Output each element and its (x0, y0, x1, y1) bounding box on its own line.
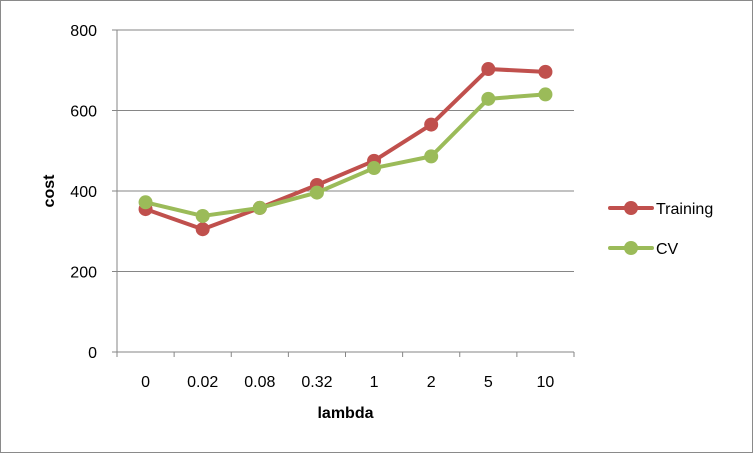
y-tick-label: 400 (70, 184, 97, 201)
x-tick-label: 0.32 (301, 374, 332, 391)
training-point (424, 117, 439, 132)
x-tick-label: 0 (141, 374, 150, 391)
cv-legend-label: CV (656, 241, 679, 258)
x-tick-label: 1 (370, 374, 379, 391)
y-tick-label: 0 (88, 345, 97, 362)
x-axis-title: lambda (317, 405, 373, 422)
cv-legend-marker (624, 241, 638, 255)
cv-point (367, 161, 382, 176)
cv-series-line (143, 92, 548, 218)
x-tick-label: 2 (427, 374, 436, 391)
cv-point (252, 200, 267, 215)
cv-point (424, 149, 439, 164)
cv-point (195, 208, 210, 223)
x-tick-label: 5 (484, 374, 493, 391)
x-tick-label: 10 (537, 374, 555, 391)
training-legend-marker (624, 201, 638, 215)
legend: Training CV (608, 201, 713, 258)
x-tick-label: 0.02 (187, 374, 218, 391)
axis-ticks: 0 200 400 600 800 0 0.02 0.08 0.32 1 2 5 10 (70, 23, 575, 391)
training-point (481, 62, 496, 77)
cv-point (538, 87, 553, 102)
series (138, 62, 553, 237)
x-tick-label: 0.08 (244, 374, 275, 391)
cv-point (309, 185, 324, 200)
training-legend-label: Training (656, 201, 713, 218)
y-axis-title: cost (41, 174, 58, 208)
cv-point (138, 195, 153, 210)
cv-point (481, 91, 496, 106)
y-tick-label: 800 (70, 23, 97, 40)
training-point (538, 64, 553, 79)
training-point (195, 222, 210, 237)
y-tick-label: 600 (70, 104, 97, 121)
y-tick-label: 200 (70, 265, 97, 282)
training-series-line (143, 67, 548, 232)
gridlines (117, 29, 574, 272)
